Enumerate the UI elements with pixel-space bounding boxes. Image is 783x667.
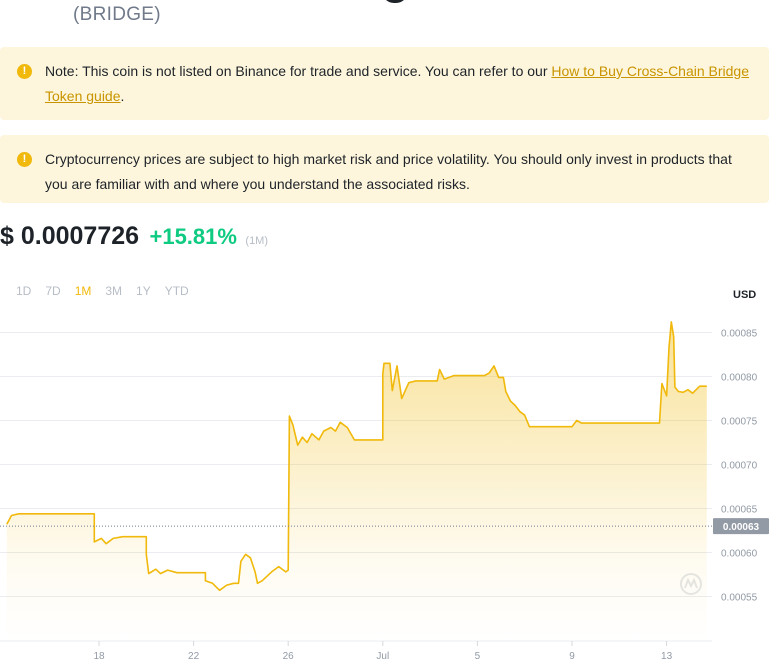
- range-1y-button[interactable]: 1Y: [136, 284, 151, 298]
- listing-notice-suffix: .: [120, 88, 125, 104]
- warning-icon: !: [17, 152, 32, 167]
- currency-label: USD: [733, 289, 757, 301]
- price-summary: $ 0.0007726 +15.81% (1M): [0, 222, 268, 251]
- listing-notice-text: Note: This coin is not listed on Binance…: [45, 63, 552, 79]
- y-tick-label: 0.00055: [721, 593, 758, 604]
- range-7d-button[interactable]: 7D: [45, 284, 61, 298]
- warning-icon: !: [17, 64, 32, 79]
- y-tick-label: 0.00060: [721, 549, 758, 560]
- y-tick-label: 0.00065: [721, 505, 758, 516]
- price-change: +15.81%: [149, 224, 237, 249]
- risk-notice: ! Cryptocurrency prices are subject to h…: [0, 135, 769, 203]
- x-tick-label: 22: [188, 651, 200, 662]
- current-price-badge: [713, 518, 769, 535]
- current-price: $ 0.0007726: [0, 222, 140, 250]
- y-tick-label: 0.00085: [721, 329, 758, 340]
- price-chart: 0.00085 0.00080 0.00075 0.00070 0.00065 0.000…: [0, 321, 769, 662]
- range-1m-button[interactable]: 1M: [74, 284, 92, 298]
- range-ytd-button[interactable]: YTD: [164, 284, 189, 298]
- x-tick-label: 9: [569, 651, 575, 662]
- coin-ticker: (BRIDGE): [73, 4, 161, 25]
- current-price-badge-label: 0.00063: [723, 522, 760, 533]
- range-3m-button[interactable]: 3M: [105, 284, 123, 298]
- y-tick-label: 0.00075: [721, 417, 758, 428]
- x-tick-label: 18: [93, 651, 105, 662]
- x-tick-label: 26: [283, 651, 295, 662]
- price-line: [6, 321, 707, 592]
- page-title-fragment: [382, 0, 408, 3]
- time-range-selector: 1D 7D 1M 3M 1Y YTD: [9, 284, 196, 298]
- y-tick-label: 0.00070: [721, 461, 758, 472]
- y-tick-label: 0.00080: [721, 373, 758, 384]
- x-tick-label: 5: [475, 651, 481, 662]
- change-period: (1M): [245, 235, 269, 247]
- price-area: [6, 321, 707, 641]
- x-tick-label: 13: [661, 651, 673, 662]
- cross-chain-guide-link[interactable]: How to Buy Cross-Chain Bridge Token guid…: [45, 63, 750, 104]
- x-tick-label: Jul: [376, 651, 389, 662]
- risk-notice-text: Cryptocurrency prices are subject to hig…: [45, 151, 732, 192]
- range-1d-button[interactable]: 1D: [16, 284, 32, 298]
- listing-notice: ! Note: This coin is not listed on Binan…: [0, 47, 769, 120]
